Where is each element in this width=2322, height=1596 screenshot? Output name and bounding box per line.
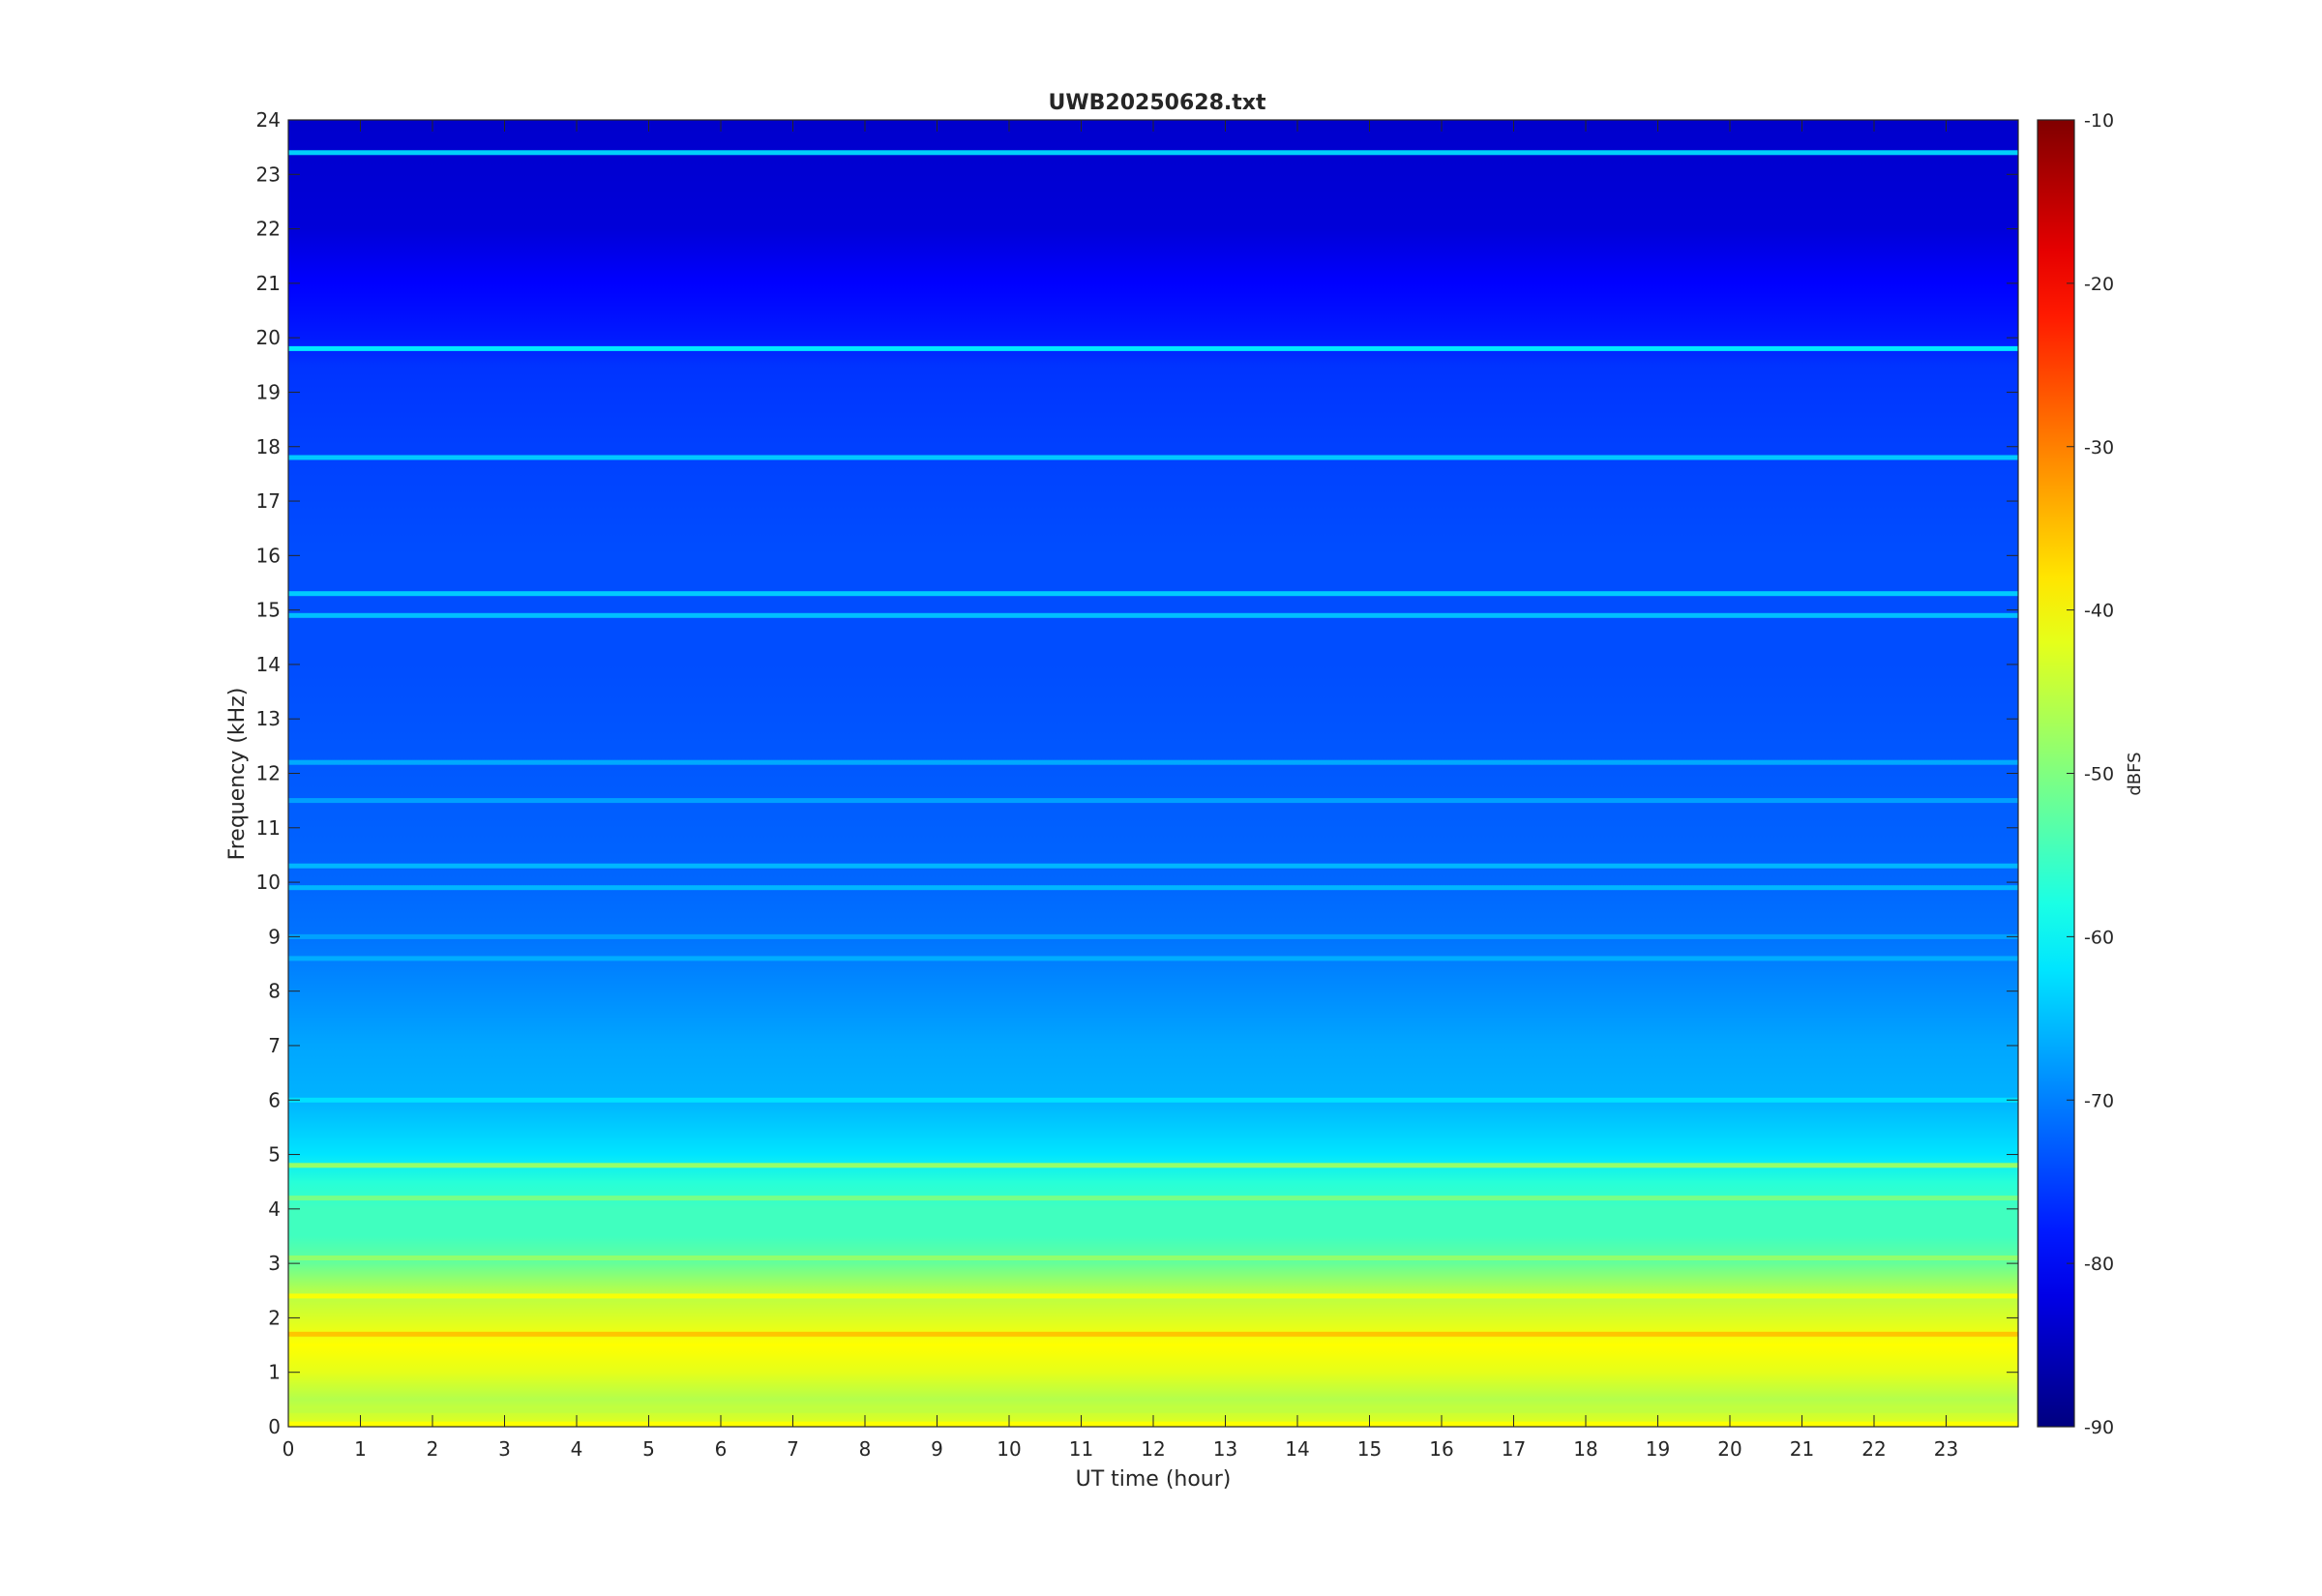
colorbar-tick-label: -60 bbox=[2084, 927, 2114, 948]
spectral-line bbox=[288, 759, 2018, 765]
colorbar-ticks: -90 -80 -70 -60 -50 -40 -30 -20 -10 bbox=[2067, 110, 2114, 1438]
x-tick-label: 17 bbox=[1502, 1437, 1526, 1461]
y-tick-label: 19 bbox=[256, 380, 281, 403]
y-tick-label: 7 bbox=[268, 1034, 281, 1057]
y-tick-label: 16 bbox=[256, 544, 281, 567]
x-tick-label: 14 bbox=[1285, 1437, 1309, 1461]
x-tick-label: 2 bbox=[427, 1437, 439, 1461]
spectral-line bbox=[288, 1163, 2018, 1168]
spectral-line bbox=[288, 455, 2018, 460]
x-tick-label: 10 bbox=[997, 1437, 1021, 1461]
y-tick-label: 11 bbox=[256, 816, 281, 840]
y-tick-label: 15 bbox=[256, 599, 281, 622]
y-tick-label: 0 bbox=[268, 1415, 281, 1438]
y-tick-label: 18 bbox=[256, 435, 281, 458]
y-tick-label: 4 bbox=[268, 1197, 281, 1221]
spectral-line bbox=[288, 885, 2018, 891]
colorbar-tick-label: -80 bbox=[2084, 1254, 2114, 1275]
x-tick-label: 12 bbox=[1141, 1437, 1165, 1461]
x-tick-label: 5 bbox=[642, 1437, 655, 1461]
spectral-line bbox=[288, 1097, 2018, 1103]
x-tick-label: 22 bbox=[1861, 1437, 1886, 1461]
x-tick-label: 16 bbox=[1429, 1437, 1453, 1461]
spectral-line bbox=[288, 933, 2018, 939]
spectrogram-plot-area bbox=[288, 120, 2018, 1427]
y-tick-label: 17 bbox=[256, 489, 281, 513]
y-tick-label: 8 bbox=[268, 980, 281, 1003]
y-tick-label: 23 bbox=[256, 163, 281, 186]
x-tick-label: 18 bbox=[1573, 1437, 1597, 1461]
x-tick-label: 8 bbox=[859, 1437, 872, 1461]
x-tick-label: 23 bbox=[1934, 1437, 1958, 1461]
y-tick-label: 6 bbox=[268, 1088, 281, 1111]
y-tick-label: 20 bbox=[256, 326, 281, 349]
colorbar-tick-label: -90 bbox=[2084, 1417, 2114, 1438]
x-tick-label: 21 bbox=[1790, 1437, 1814, 1461]
spectrogram-background bbox=[288, 120, 2018, 1427]
spectral-line bbox=[288, 345, 2018, 351]
x-tick-label: 6 bbox=[715, 1437, 728, 1461]
colorbar-tick-label: -20 bbox=[2084, 274, 2114, 295]
x-tick-label: 11 bbox=[1069, 1437, 1093, 1461]
y-tick-label: 24 bbox=[256, 108, 281, 132]
y-tick-label: 21 bbox=[256, 272, 281, 295]
y-tick-label: 22 bbox=[256, 218, 281, 241]
x-tick-label: 3 bbox=[498, 1437, 511, 1461]
y-tick-label: 14 bbox=[256, 653, 281, 676]
spectral-line bbox=[288, 956, 2018, 961]
x-tick-label: 20 bbox=[1717, 1437, 1742, 1461]
y-tick-label: 5 bbox=[268, 1143, 281, 1167]
colorbar-label: dBFS bbox=[2125, 752, 2145, 795]
colorbar-tick-label: -50 bbox=[2084, 764, 2114, 785]
spectral-line bbox=[288, 591, 2018, 597]
colorbar-tick-label: -70 bbox=[2084, 1090, 2114, 1111]
chart-title: UWB20250628.txt bbox=[1049, 91, 1266, 115]
y-tick-label: 3 bbox=[268, 1252, 281, 1275]
spectral-line bbox=[288, 150, 2018, 156]
colorbar-tick-label: -30 bbox=[2084, 437, 2114, 458]
x-tick-label: 0 bbox=[283, 1437, 295, 1461]
x-tick-label: 19 bbox=[1646, 1437, 1670, 1461]
x-tick-label: 13 bbox=[1213, 1437, 1237, 1461]
colorbar-tick-label: -10 bbox=[2084, 110, 2114, 132]
x-tick-label: 4 bbox=[571, 1437, 583, 1461]
spectral-line bbox=[288, 1331, 2018, 1337]
spectral-line bbox=[288, 1407, 2018, 1413]
spectral-line bbox=[288, 798, 2018, 804]
y-tick-label: 12 bbox=[256, 762, 281, 785]
x-axis-ticks: 0 1 2 3 4 5 6 7 8 9 10 11 12 13 14 15 16 17 18 19 20 21 22 23 bbox=[283, 120, 1958, 1461]
y-axis-label: Frequency (kHz) bbox=[225, 688, 250, 861]
colorbar-tick-label: -40 bbox=[2084, 601, 2114, 622]
spectral-line bbox=[288, 1196, 2018, 1201]
y-tick-label: 13 bbox=[256, 707, 281, 730]
y-tick-label: 9 bbox=[268, 925, 281, 948]
spectral-line bbox=[288, 1293, 2018, 1299]
y-tick-label: 1 bbox=[268, 1361, 281, 1384]
y-tick-label: 10 bbox=[256, 871, 281, 894]
spectral-line bbox=[288, 863, 2018, 869]
spectral-line bbox=[288, 612, 2018, 618]
x-axis-label: UT time (hour) bbox=[1076, 1467, 1232, 1492]
x-tick-label: 1 bbox=[354, 1437, 367, 1461]
x-tick-label: 9 bbox=[931, 1437, 943, 1461]
x-tick-label: 7 bbox=[787, 1437, 799, 1461]
y-tick-label: 2 bbox=[268, 1306, 281, 1329]
x-tick-label: 15 bbox=[1357, 1437, 1382, 1461]
spectral-line bbox=[288, 1256, 2018, 1260]
